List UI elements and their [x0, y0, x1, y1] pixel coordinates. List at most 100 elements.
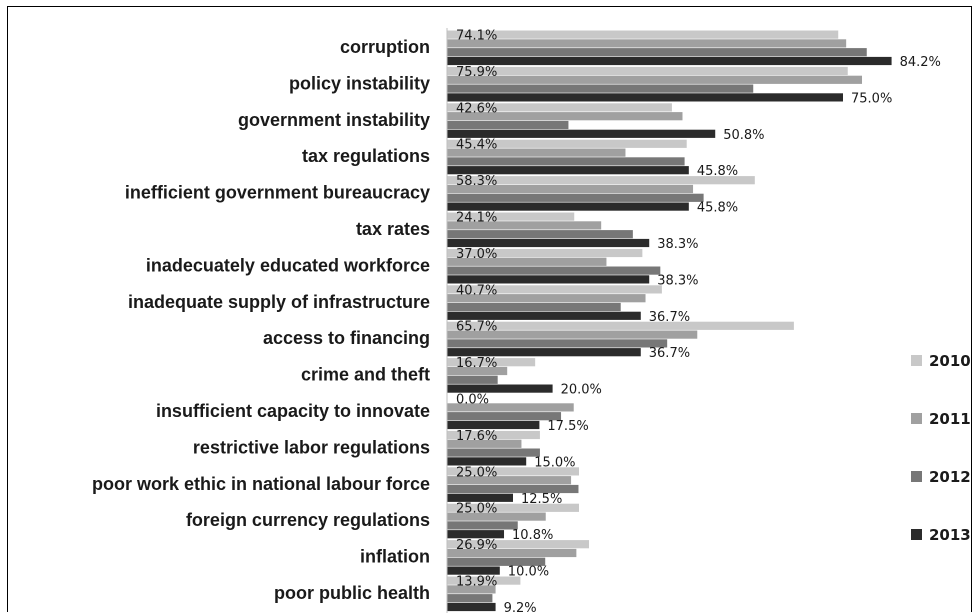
- bar-2013: [447, 166, 689, 175]
- bar-2010: [447, 467, 579, 476]
- category-label: restrictive labor regulations: [193, 437, 430, 457]
- value-label-2013: 17.5%: [547, 419, 588, 434]
- bar-2013: [447, 493, 513, 502]
- bar-2010: [447, 139, 687, 148]
- category-label: tax rates: [356, 219, 430, 239]
- bar-2013: [447, 93, 843, 102]
- bar-2010: [447, 430, 540, 440]
- value-label-2013: 36.7%: [649, 346, 690, 361]
- bar-2013: [447, 566, 500, 575]
- category-label: access to financing: [263, 328, 430, 348]
- value-label-2010: 75.9%: [456, 65, 497, 80]
- bar-2013: [447, 238, 650, 248]
- value-label-2013: 36.7%: [649, 310, 690, 325]
- bar-2011: [447, 75, 863, 84]
- bar-2011: [447, 221, 602, 230]
- value-label-2013: 15.0%: [534, 455, 575, 470]
- legend-swatch-2013: [911, 529, 922, 540]
- bar-2012: [447, 484, 579, 494]
- value-label-2010: 45.4%: [456, 138, 497, 153]
- bar-2012: [447, 266, 661, 275]
- bar-2011: [447, 476, 572, 485]
- bar-2010: [447, 66, 848, 76]
- bar-2012: [447, 230, 633, 239]
- bar-2013: [447, 530, 505, 539]
- value-label-2013: 45.8%: [697, 201, 738, 216]
- category-label: poor work ethic in national labour force: [92, 474, 430, 494]
- legend-label-2013: 2013: [929, 526, 971, 544]
- category-label: inflation: [360, 547, 430, 567]
- value-label-2013: 38.3%: [657, 237, 698, 252]
- legend-swatch-2010: [911, 355, 922, 366]
- bar-2012: [447, 448, 540, 457]
- value-label-2013: 84.2%: [900, 55, 941, 70]
- value-label-2010: 26.9%: [456, 538, 497, 553]
- value-label-2010: 40.7%: [456, 283, 497, 298]
- bar-2012: [447, 557, 546, 566]
- bar-2010: [447, 248, 643, 258]
- bar-2013: [447, 457, 527, 466]
- bar-2012: [447, 412, 562, 421]
- bar-2013: [447, 384, 553, 393]
- value-label-2013: 9.2%: [504, 601, 537, 613]
- bar-2010: [447, 103, 672, 112]
- bar-2011: [447, 439, 522, 448]
- bar-2011: [447, 548, 577, 558]
- bar-2010: [447, 358, 536, 367]
- bar-2011: [447, 366, 508, 376]
- value-label-2010: 42.6%: [456, 101, 497, 116]
- bar-2010: [447, 30, 839, 39]
- category-label: foreign currency regulations: [186, 510, 430, 530]
- legend-label-2012: 2012: [929, 468, 971, 486]
- category-label: tax regulations: [302, 146, 430, 166]
- bar-2011: [447, 512, 546, 521]
- value-label-2010: 65.7%: [456, 320, 497, 335]
- legend-swatch-2011: [911, 413, 922, 424]
- bar-2012: [447, 157, 685, 166]
- value-label-2013: 38.3%: [657, 273, 698, 288]
- value-label-2013: 75.0%: [851, 91, 892, 106]
- value-label-2013: 10.8%: [512, 528, 553, 543]
- bar-2011: [447, 403, 574, 412]
- category-label: government instability: [238, 110, 430, 130]
- bar-2011: [447, 39, 847, 48]
- bar-2010: [447, 503, 579, 512]
- value-label-2013: 20.0%: [561, 383, 602, 398]
- bar-2012: [447, 302, 621, 312]
- category-label: crime and theft: [301, 365, 430, 385]
- value-label-2013: 45.8%: [697, 164, 738, 179]
- bar-2013: [447, 602, 496, 612]
- bar-2010: [447, 285, 662, 294]
- category-label: inadequate supply of infrastructure: [128, 292, 430, 312]
- bar-2010: [447, 212, 575, 221]
- bar-2013: [447, 311, 641, 320]
- value-label-2010: 74.1%: [456, 29, 497, 44]
- value-label-2010: 24.1%: [456, 211, 497, 226]
- legend-swatch-2012: [911, 471, 922, 482]
- value-label-2010: 16.7%: [456, 356, 497, 371]
- bar-2010: [447, 540, 590, 549]
- value-label-2010: 25.0%: [456, 465, 497, 480]
- category-label: inefficient government bureaucracy: [125, 183, 430, 203]
- value-label-2013: 50.8%: [723, 128, 764, 143]
- bar-2011: [447, 184, 694, 194]
- chart-frame: [7, 6, 972, 612]
- bar-2012: [447, 594, 493, 603]
- value-label-2013: 12.5%: [521, 492, 562, 507]
- category-label: inadecuately educated workforce: [146, 255, 430, 275]
- bar-2011: [447, 330, 698, 339]
- bar-2012: [447, 84, 754, 93]
- bar-2013: [447, 275, 650, 284]
- bar-2013: [447, 348, 641, 357]
- bar-2013: [447, 420, 540, 430]
- bar-2010: [447, 176, 755, 185]
- category-label: policy instability: [289, 73, 430, 93]
- category-label: corruption: [340, 37, 430, 57]
- bar-2011: [447, 294, 646, 303]
- bar-2010: [447, 576, 521, 585]
- bar-2011: [447, 585, 496, 594]
- bar-2012: [447, 521, 518, 530]
- value-label-2010: 0.0%: [456, 393, 489, 408]
- bar-2012: [447, 193, 704, 202]
